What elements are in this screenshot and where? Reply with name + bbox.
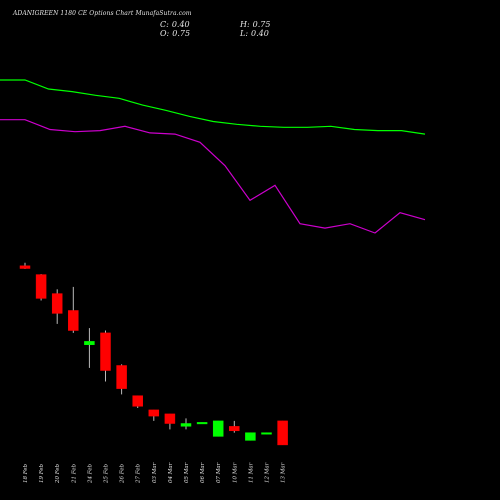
chart-title: ADANIGREEN 1180 CE Options Chart MunafaS…: [13, 10, 192, 17]
low-readout: L: 0.40: [240, 29, 269, 38]
moving-average-line-1: [0, 79, 426, 135]
close-value: 0.40: [171, 20, 190, 29]
date-tick-label: 27 Feb: [136, 463, 142, 484]
candle-body: [164, 413, 176, 424]
date-tick-label: 25 Feb: [104, 463, 110, 484]
date-tick-label: 20 Feb: [55, 463, 61, 484]
candle: [51, 289, 63, 324]
candle-body: [148, 409, 160, 417]
candle: [245, 432, 256, 441]
candle-body: [84, 341, 95, 345]
date-tick-label: 03 Mar: [152, 462, 158, 483]
date-axis-labels: 18 Feb 19 Feb 20 Feb 21 Feb 24 Feb 25 Feb 26 F…: [23, 462, 287, 484]
candle: [68, 286, 79, 333]
candle: [277, 420, 288, 446]
high-label: H:: [240, 20, 250, 29]
date-tick-label: 10 Mar: [232, 462, 238, 483]
date-tick-label: 06 Mar: [200, 462, 206, 483]
low-label: L:: [240, 29, 249, 38]
candle-body: [180, 423, 192, 427]
close-label: C:: [160, 20, 169, 29]
candle: [261, 432, 272, 435]
date-tick-label: 24 Feb: [87, 463, 93, 484]
moving-average-line-2: [0, 119, 426, 234]
candle: [148, 409, 160, 421]
date-tick-label: 12 Mar: [265, 462, 271, 483]
candle: [84, 328, 95, 368]
candle: [196, 422, 208, 425]
candle-body: [229, 426, 240, 432]
date-tick-label: 19 Feb: [39, 463, 45, 483]
candle-body: [68, 310, 79, 331]
date-tick-label: 07 Mar: [216, 462, 222, 483]
candle: [164, 413, 176, 430]
candle-body: [19, 265, 31, 269]
high-readout: H: 0.75: [240, 20, 270, 29]
open-readout: O: 0.75: [160, 29, 190, 38]
date-tick-label: 26 Feb: [120, 463, 126, 484]
low-value: 0.40: [251, 29, 269, 38]
candle-body: [100, 332, 111, 371]
candle: [19, 262, 31, 269]
candle: [35, 274, 47, 301]
candle-body: [212, 420, 224, 437]
candle-body: [261, 432, 272, 435]
candle: [100, 330, 111, 382]
date-tick-label: 04 Mar: [168, 462, 174, 483]
candle-body: [245, 432, 256, 441]
candle: [116, 364, 127, 395]
date-tick-label: 21 Feb: [71, 463, 77, 484]
candle-body: [196, 422, 208, 425]
close-readout: C: 0.40: [160, 20, 190, 29]
date-tick-label: 05 Mar: [184, 462, 190, 483]
candle: [132, 395, 143, 408]
high-value: 0.75: [252, 20, 271, 29]
candle-body: [51, 293, 63, 314]
candlesticks: [19, 262, 288, 446]
candle-body: [132, 395, 143, 407]
candle-body: [35, 274, 47, 299]
open-label: O:: [160, 29, 170, 38]
candle: [229, 420, 240, 433]
candle: [212, 420, 224, 437]
candle-body: [277, 420, 288, 446]
candle: [180, 418, 192, 430]
date-tick-label: 13 Mar: [281, 462, 287, 483]
moving-averages: [0, 79, 426, 234]
date-tick-label: 11 Mar: [248, 462, 254, 483]
open-value: 0.75: [172, 29, 191, 38]
date-tick-label: 18 Feb: [23, 463, 29, 483]
candle-body: [116, 365, 127, 389]
